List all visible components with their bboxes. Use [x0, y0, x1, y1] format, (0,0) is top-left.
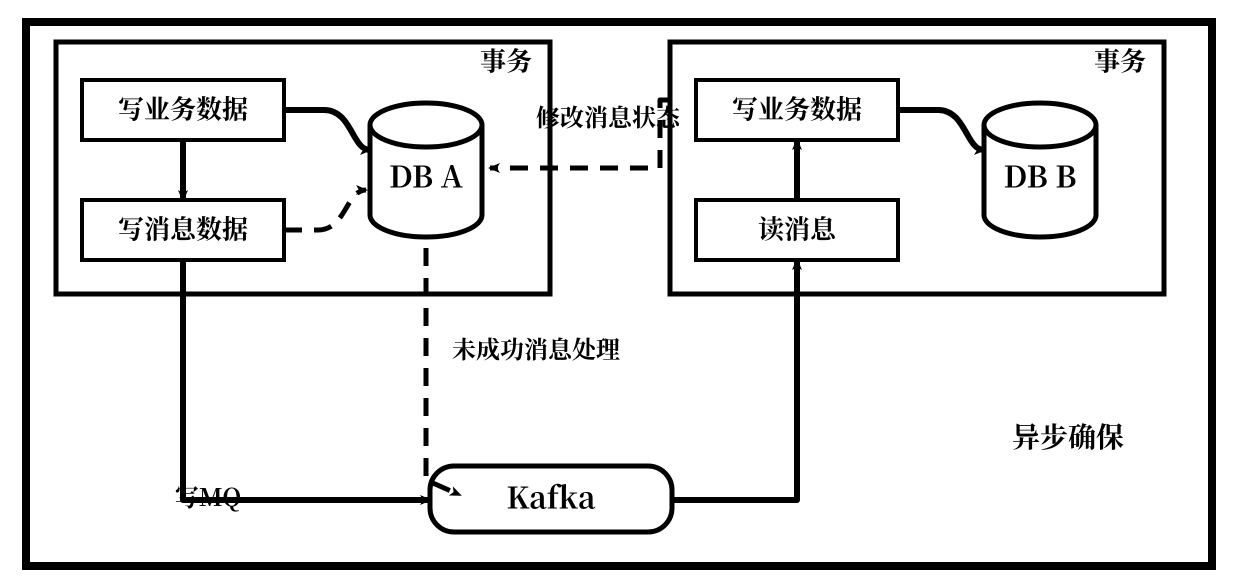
right-transaction-label: 事务 [1094, 42, 1146, 79]
db-b-label: DB B [1004, 153, 1077, 197]
label-write-mq: 写MQ [175, 478, 241, 513]
right-read-msg-label: 读消息 [758, 210, 838, 247]
left-write-msg-label: 写消息数据 [118, 210, 248, 247]
label-async-ensure: 异步确保 [1012, 416, 1124, 456]
db-a-label: DB A [389, 153, 464, 197]
left-write-biz-label: 写业务数据 [118, 90, 248, 127]
label-modify-status: 修改消息状态 [536, 98, 682, 133]
label-unsuccessful: 未成功消息处理 [452, 330, 620, 365]
kafka-label: Kafka [506, 474, 596, 518]
left-transaction-label: 事务 [480, 42, 532, 79]
db-a-top [370, 103, 482, 147]
db-b-top [984, 103, 1096, 147]
right-write-biz-label: 写业务数据 [732, 90, 862, 127]
